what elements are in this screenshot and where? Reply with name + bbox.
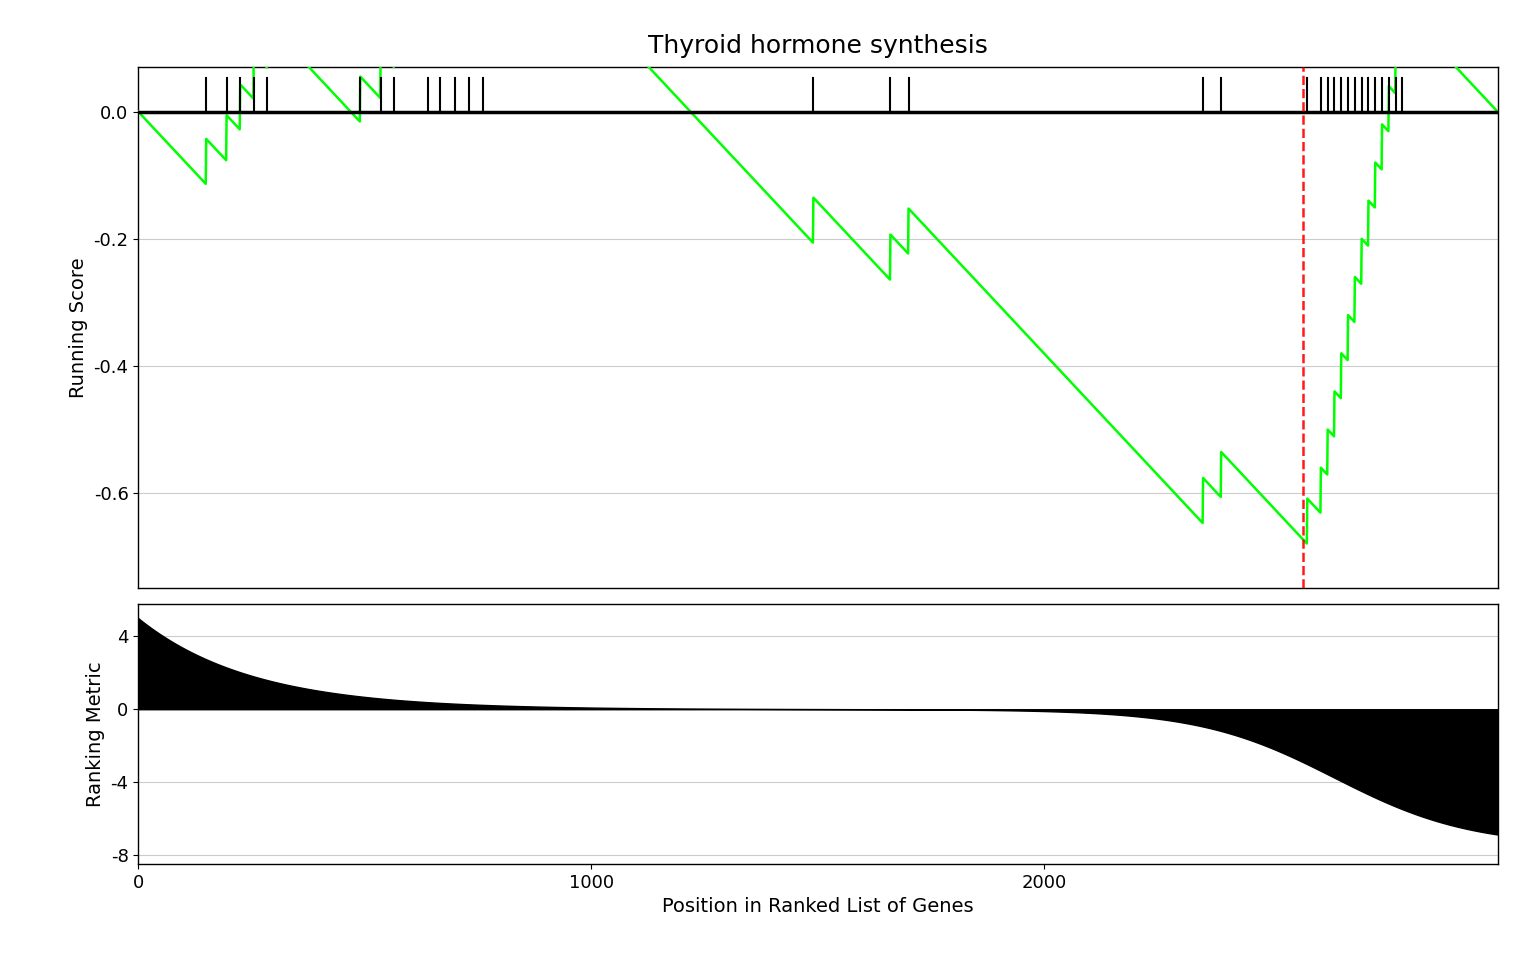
Title: Thyroid hormone synthesis: Thyroid hormone synthesis [648, 35, 988, 59]
X-axis label: Position in Ranked List of Genes: Position in Ranked List of Genes [662, 898, 974, 916]
Y-axis label: Running Score: Running Score [69, 257, 88, 397]
Y-axis label: Ranking Metric: Ranking Metric [86, 661, 104, 806]
